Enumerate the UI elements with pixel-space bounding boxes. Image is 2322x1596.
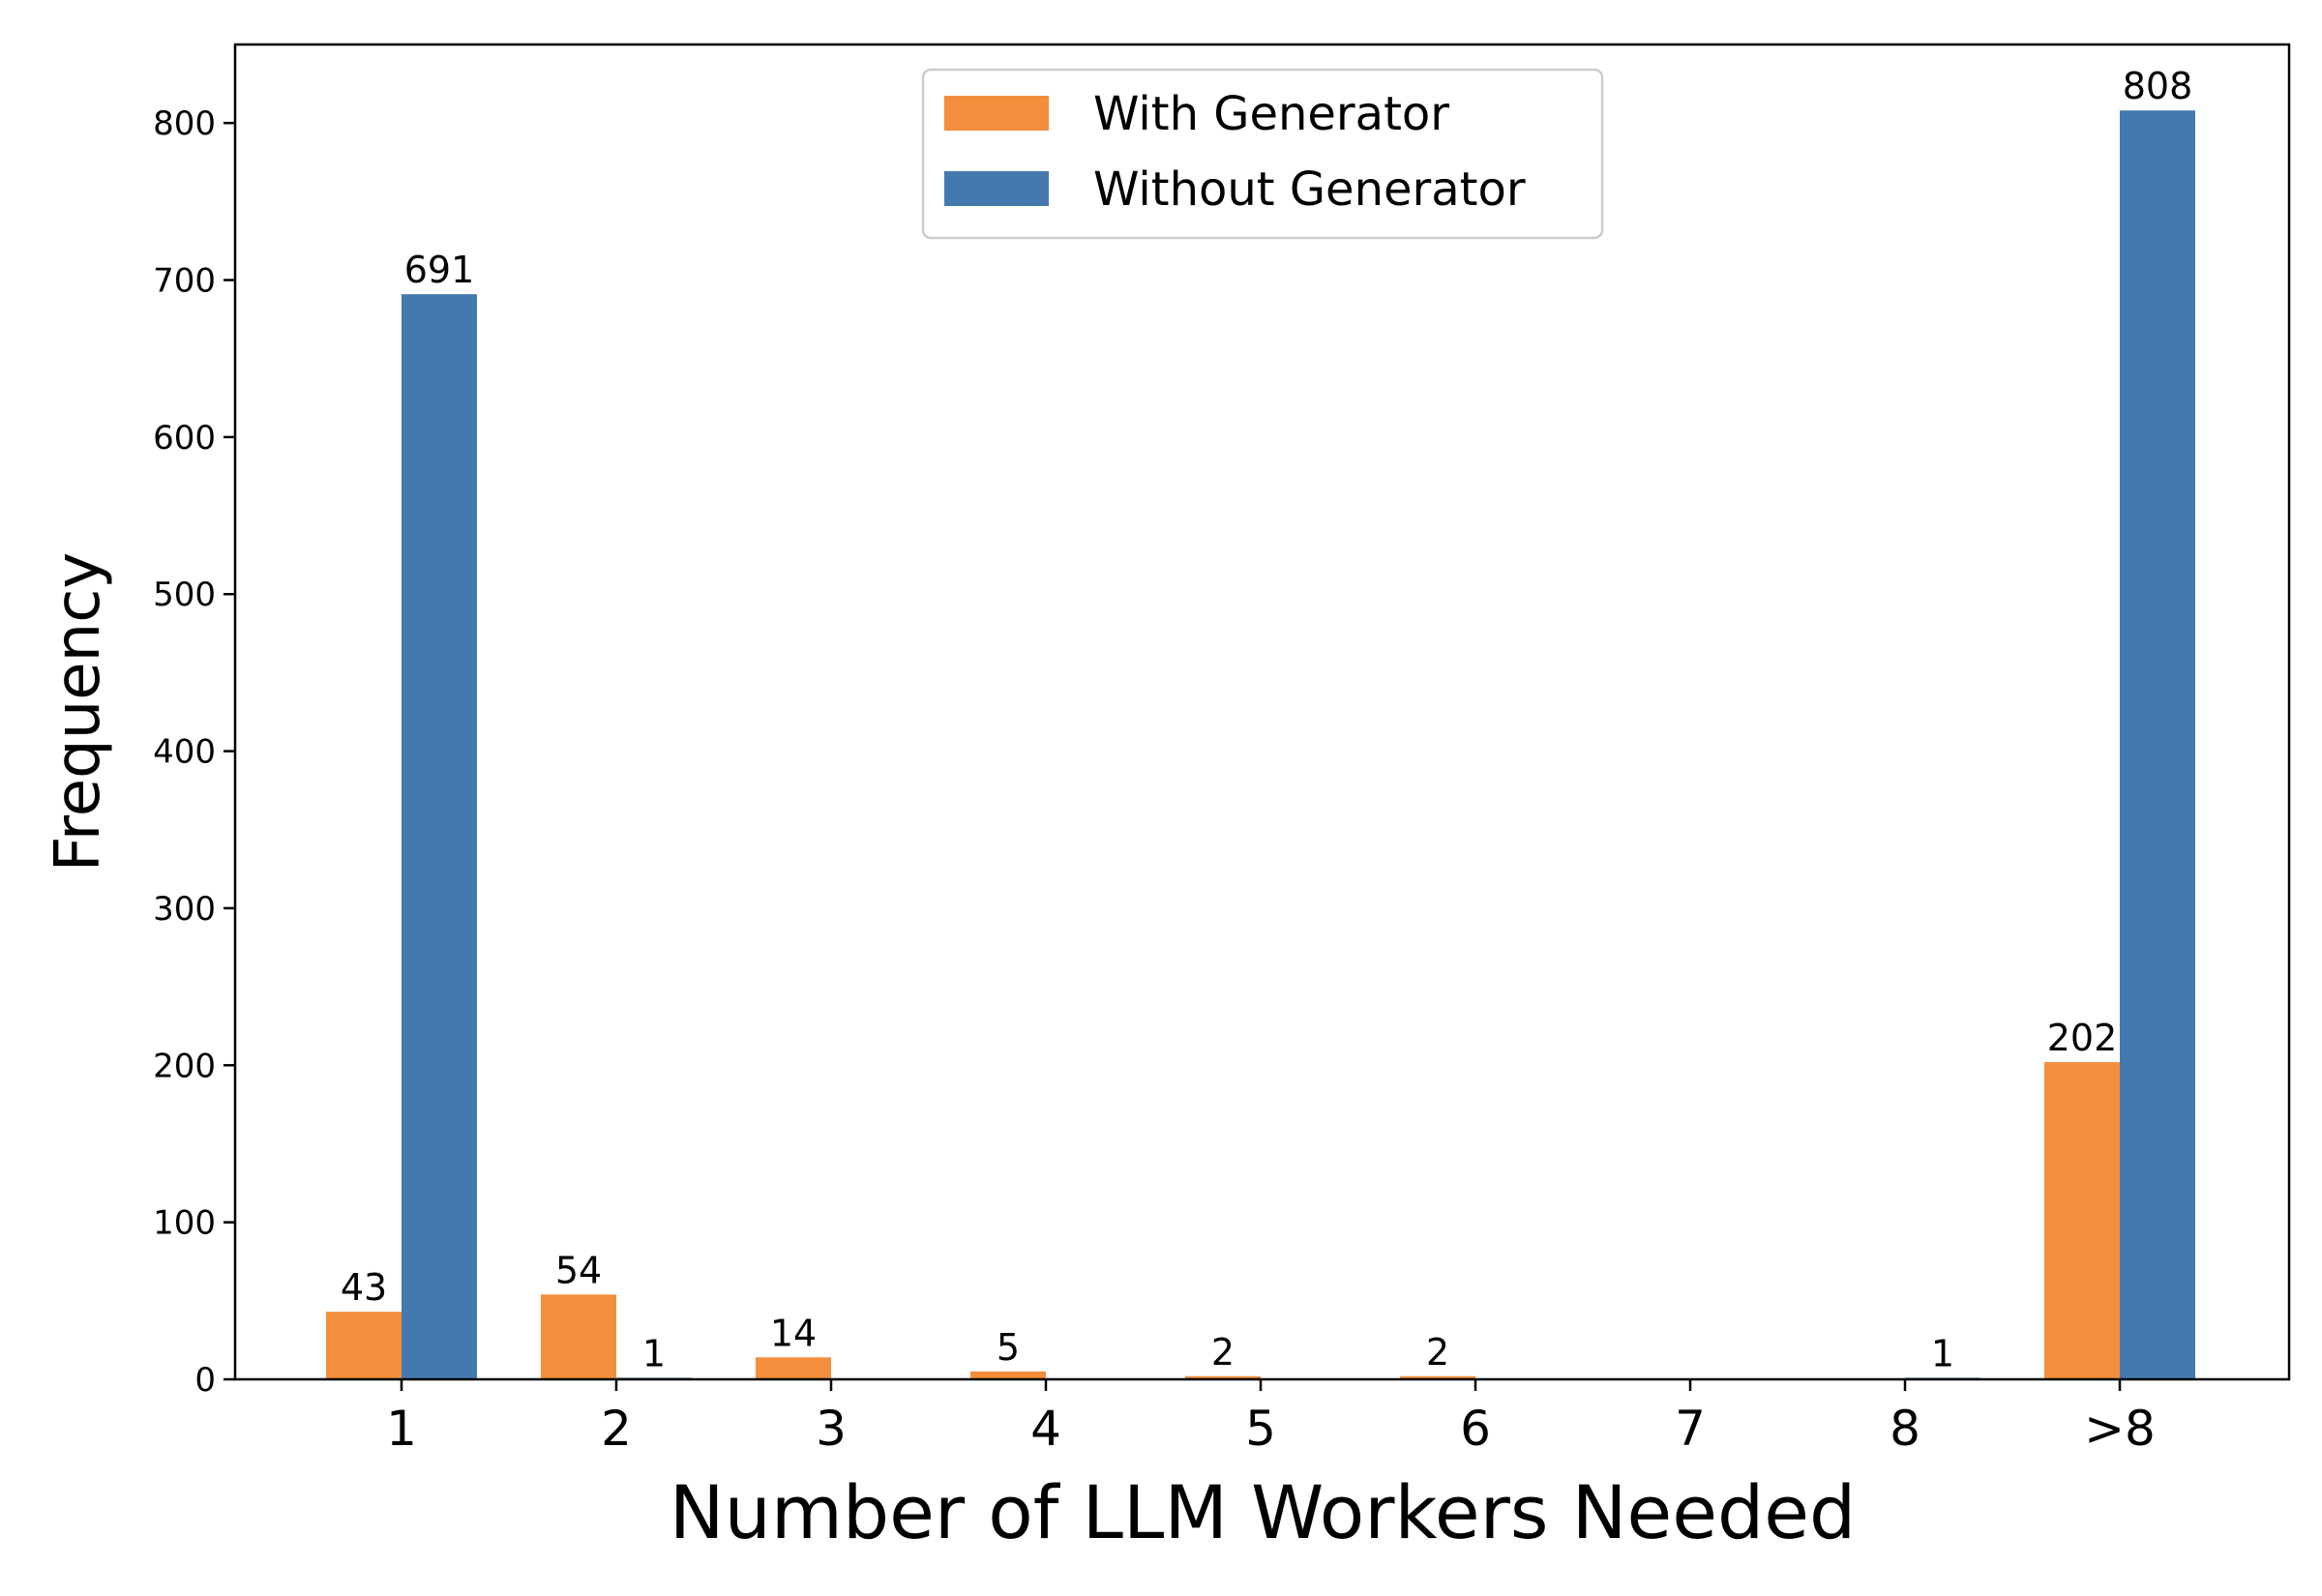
x-tick-label: >8 (2084, 1401, 2156, 1457)
x-tick-label: 7 (1675, 1401, 1706, 1457)
data-label: 1 (642, 1332, 666, 1374)
legend-box (921, 68, 1604, 240)
data-label: 43 (341, 1266, 387, 1309)
bar-with-generator-9 (2044, 1062, 2120, 1379)
data-label: 1 (1931, 1332, 1954, 1374)
x-axis: 1 2 3 4 5 6 7 8 >8 (386, 1379, 2156, 1457)
data-label: 808 (2123, 65, 2193, 107)
bar-with-generator-4 (970, 1371, 1046, 1379)
x-tick-label: 1 (386, 1401, 417, 1457)
bar-without-generator-1 (402, 294, 477, 1380)
data-label: 14 (770, 1312, 817, 1354)
x-tick-label: 4 (1030, 1401, 1061, 1457)
x-tick-label: 2 (601, 1401, 632, 1457)
bar-with-generator-3 (756, 1357, 831, 1379)
x-tick-label: 5 (1245, 1401, 1276, 1457)
legend-label: With Generator (1093, 87, 1449, 141)
bars-layer (326, 110, 2195, 1380)
data-labels-layer: 43 691 54 1 14 5 2 2 1 202 808 (341, 65, 2192, 1374)
bar-with-generator-5 (1185, 1375, 1261, 1379)
x-tick-label: 3 (816, 1401, 847, 1457)
y-tick-label: 700 (153, 262, 216, 301)
y-tick-label: 300 (153, 890, 216, 929)
plot-frame (233, 43, 2291, 1381)
data-label: 2 (1211, 1331, 1235, 1374)
bar-with-generator-2 (541, 1294, 616, 1379)
legend-swatch (944, 171, 1049, 206)
bar-with-generator-6 (1400, 1375, 1475, 1379)
x-tick-label: 6 (1460, 1401, 1491, 1457)
legend-label: Without Generator (1093, 163, 1526, 217)
legend-swatch (944, 96, 1049, 131)
y-tick-label: 800 (153, 104, 216, 143)
data-label: 5 (997, 1326, 1020, 1369)
y-axis-title: Frequency (43, 552, 114, 872)
y-tick-label: 100 (153, 1204, 216, 1243)
x-tick-label: 8 (1890, 1401, 1920, 1457)
y-tick-label: 400 (153, 733, 216, 772)
data-label: 691 (404, 249, 475, 291)
bar-with-generator-1 (326, 1312, 402, 1379)
data-label: 202 (2047, 1017, 2118, 1059)
y-tick-label: 200 (153, 1047, 216, 1085)
data-label: 2 (1426, 1331, 1449, 1374)
y-tick-label: 500 (153, 576, 216, 614)
x-axis-title: Number of LLM Workers Needed (670, 1469, 1856, 1555)
legend: With Generator Without Generator (921, 68, 1604, 240)
data-label: 54 (555, 1249, 602, 1291)
y-axis: 0 100 200 300 400 500 600 700 800 (153, 104, 235, 1400)
y-tick-label: 600 (153, 419, 216, 458)
bar-without-generator-9 (2120, 110, 2195, 1379)
y-tick-label: 0 (194, 1361, 216, 1400)
